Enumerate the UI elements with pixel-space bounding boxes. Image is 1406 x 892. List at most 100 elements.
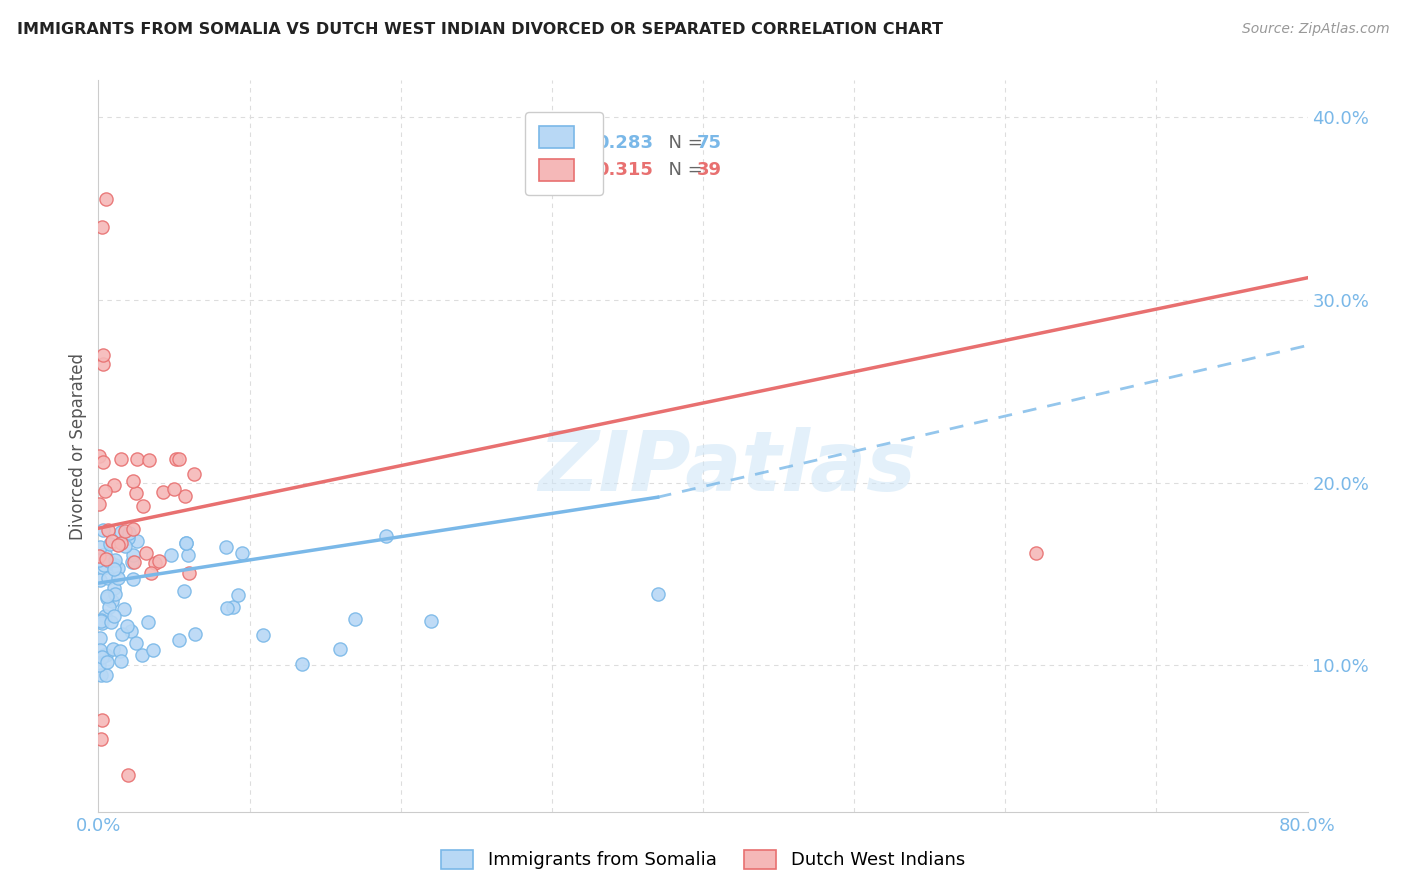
Point: [135, 546, 157, 560]
Point: [90, 667, 112, 681]
Point: [148, 554, 170, 568]
Point: [112, 602, 135, 616]
Point: [94, 547, 117, 561]
Text: 39: 39: [696, 161, 721, 179]
Point: [110, 451, 132, 466]
Point: [87, 497, 110, 511]
Text: IMMIGRANTS FROM SOMALIA VS DUTCH WEST INDIAN DIVORCED OR SEPARATED CORRELATION C: IMMIGRANTS FROM SOMALIA VS DUTCH WEST IN…: [17, 22, 943, 37]
Point: [132, 499, 155, 513]
Point: [91, 561, 114, 575]
Legend: , : ,: [526, 112, 603, 194]
Text: 75: 75: [696, 135, 721, 153]
Point: [252, 628, 274, 642]
Point: [89, 552, 111, 566]
Point: [142, 643, 165, 657]
Point: [91, 714, 114, 728]
Point: [96, 591, 118, 605]
Point: [90, 731, 112, 746]
Point: [103, 562, 125, 576]
Point: [103, 608, 125, 623]
Point: [90, 615, 112, 630]
Point: [121, 555, 143, 569]
Point: [114, 524, 136, 538]
Point: [87, 549, 110, 564]
Point: [103, 582, 125, 596]
Point: [110, 536, 132, 550]
Point: [114, 539, 136, 553]
Point: [160, 548, 183, 562]
Point: [91, 219, 114, 234]
Point: [101, 533, 124, 548]
Point: [110, 643, 132, 657]
Point: [136, 615, 159, 629]
Point: [217, 601, 239, 615]
Point: [647, 587, 669, 601]
Point: [176, 536, 198, 550]
Point: [125, 636, 148, 650]
Point: [97, 599, 120, 614]
Point: [90, 614, 112, 628]
Point: [94, 483, 117, 498]
Point: [89, 631, 111, 645]
Legend: Immigrants from Somalia, Dutch West Indians: Immigrants from Somalia, Dutch West Indi…: [432, 841, 974, 879]
Point: [111, 627, 134, 641]
Point: [1024, 546, 1046, 560]
Point: [143, 556, 166, 570]
Point: [125, 452, 148, 467]
Point: [87, 657, 110, 672]
Point: [89, 642, 111, 657]
Point: [94, 192, 117, 206]
Point: [91, 649, 114, 664]
Point: [222, 599, 245, 614]
Point: [100, 615, 122, 630]
Point: [110, 654, 132, 668]
Point: [117, 768, 139, 782]
Point: [125, 533, 148, 548]
Point: [103, 478, 125, 492]
Point: [104, 552, 127, 566]
Point: [122, 555, 145, 569]
Point: [174, 535, 197, 549]
Point: [122, 572, 145, 586]
Text: N =: N =: [657, 135, 709, 153]
Point: [173, 584, 195, 599]
Point: [184, 627, 207, 641]
Point: [104, 558, 127, 573]
Point: [177, 548, 200, 562]
Y-axis label: Divorced or Separated: Divorced or Separated: [69, 352, 87, 540]
Point: [117, 531, 139, 545]
Point: [91, 347, 114, 362]
Point: [94, 648, 117, 663]
Point: [98, 554, 121, 568]
Point: [374, 529, 396, 543]
Point: [118, 526, 141, 541]
Point: [179, 566, 201, 581]
Point: [104, 587, 127, 601]
Point: [169, 452, 191, 467]
Text: 0.315: 0.315: [596, 161, 654, 179]
Point: [120, 624, 142, 639]
Text: 0.283: 0.283: [596, 135, 654, 153]
Text: R =: R =: [554, 161, 593, 179]
Point: [183, 467, 205, 482]
Point: [124, 486, 146, 500]
Point: [173, 489, 195, 503]
Point: [131, 648, 153, 662]
Point: [107, 538, 129, 552]
Point: [167, 632, 190, 647]
Point: [163, 482, 186, 496]
Point: [100, 593, 122, 607]
Point: [97, 524, 120, 538]
Point: [115, 618, 138, 632]
Point: [87, 552, 110, 566]
Text: Source: ZipAtlas.com: Source: ZipAtlas.com: [1241, 22, 1389, 37]
Point: [420, 614, 443, 628]
Point: [89, 449, 111, 463]
Point: [165, 452, 187, 467]
Point: [121, 522, 143, 536]
Point: [94, 552, 117, 566]
Point: [107, 560, 129, 574]
Point: [96, 589, 118, 603]
Point: [89, 540, 111, 554]
Point: [100, 537, 122, 551]
